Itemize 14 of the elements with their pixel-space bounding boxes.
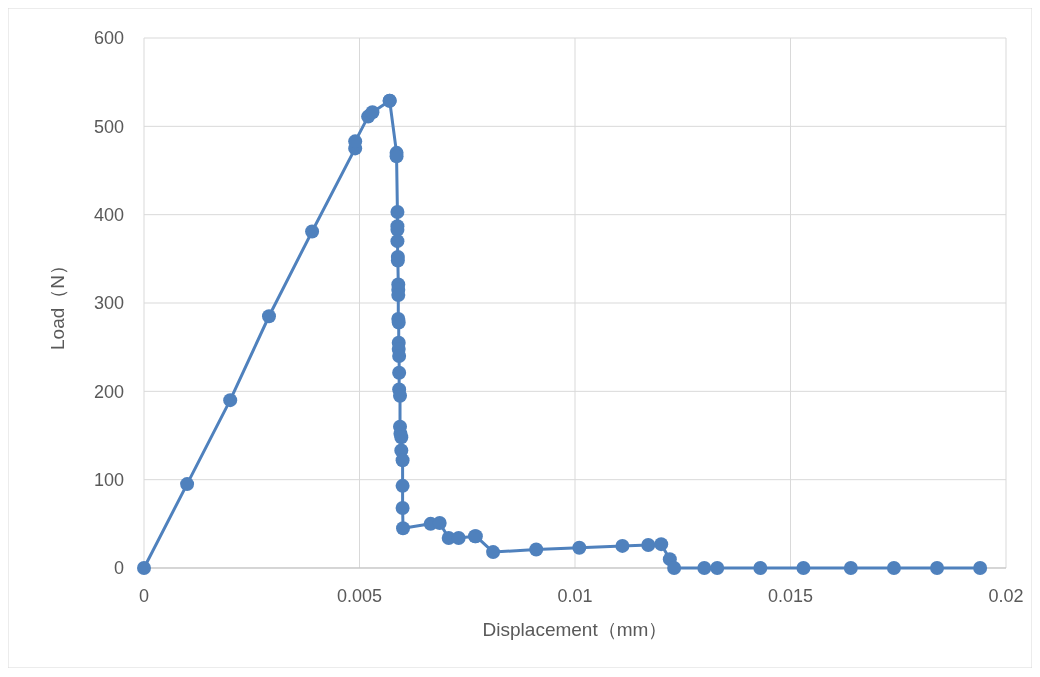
x-tick-label: 0.02	[988, 586, 1024, 606]
y-tick-label: 100	[93, 469, 124, 490]
x-tick-label: 0.015	[767, 586, 814, 606]
y-tick-label: 400	[93, 204, 124, 225]
y-tick-label: 300	[93, 293, 124, 314]
x-axis-title: Displacement（mm）	[482, 619, 668, 640]
y-tick-label: 500	[93, 116, 124, 137]
x-tick-label: 0.005	[336, 586, 383, 606]
y-axis-title: Load（N）	[47, 256, 68, 350]
x-tick-label: 0	[138, 586, 150, 606]
y-tick-label: 0	[113, 558, 124, 579]
y-tick-label: 200	[93, 381, 124, 402]
y-tick-label: 600	[93, 28, 124, 49]
x-tick-label: 0.01	[557, 586, 593, 606]
